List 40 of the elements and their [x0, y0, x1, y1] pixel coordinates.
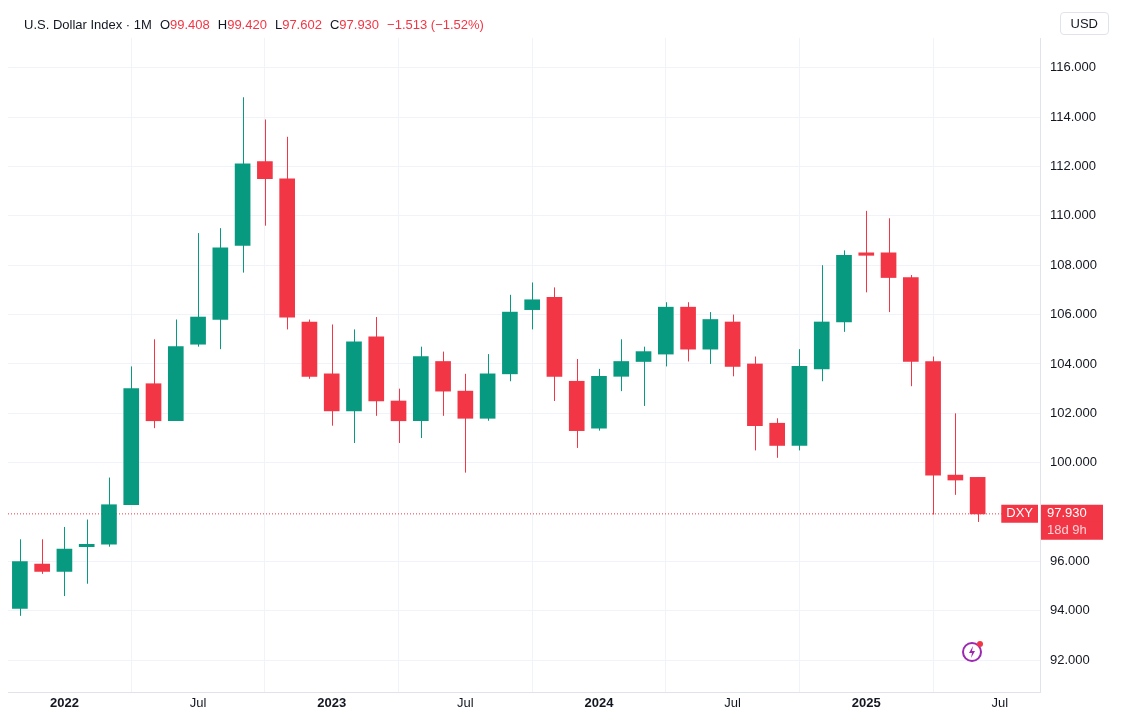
text: C97.930: [329, 17, 380, 32]
y-tick-label: 96.000: [1050, 553, 1090, 569]
y-tick-label: 104.000: [1050, 355, 1098, 371]
y-tick-label: 102.000: [1050, 404, 1098, 420]
candlestick: [524, 281, 540, 330]
text: 97.930: [1047, 505, 1087, 521]
text: L97.602: [274, 17, 322, 32]
y-tick-label: 108.000: [1050, 256, 1098, 272]
x-tick-label: 2025: [851, 694, 881, 710]
ref-line-label: DXY: [1006, 505, 1034, 521]
y-tick-label: 92.000: [1050, 651, 1090, 667]
text: H99.420: [217, 17, 267, 32]
candlestick: [257, 118, 273, 227]
candlestick: [56, 526, 73, 597]
x-tick-label: 2024: [584, 694, 615, 710]
x-tick-label: 2023: [317, 694, 347, 710]
y-tick-label: 100.000: [1050, 454, 1098, 470]
candlestick: [769, 417, 786, 459]
x-tick-label: Jul: [189, 694, 207, 710]
y-tick-label: 106.000: [1050, 306, 1098, 322]
x-tick-label: Jul: [991, 694, 1009, 710]
candlestick: [613, 338, 630, 392]
candlestick: [858, 210, 875, 293]
y-axis-title: USD: [1059, 12, 1109, 35]
x-tick-label: Jul: [724, 694, 742, 710]
candlestick: [78, 519, 95, 585]
candlestick: [34, 538, 50, 575]
text: O99.408: [159, 17, 210, 32]
chart-title: U.S. Dollar Index · 1M: [24, 17, 152, 32]
y-tick-label: 110.000: [1050, 207, 1097, 223]
y-tick-label: 116.000: [1050, 59, 1097, 75]
candlestick: [635, 346, 652, 407]
x-tick-label: Jul: [457, 694, 474, 710]
y-tick-label: 112.000: [1050, 157, 1097, 173]
text: −1.513 (−1.52%): [387, 17, 484, 32]
y-tick-label: 114.000: [1050, 108, 1097, 124]
y-tick-label: 94.000: [1050, 602, 1090, 618]
text: 18d 9h: [1047, 522, 1087, 538]
x-tick-label: 2022: [49, 694, 79, 710]
candlestick: [390, 388, 407, 444]
